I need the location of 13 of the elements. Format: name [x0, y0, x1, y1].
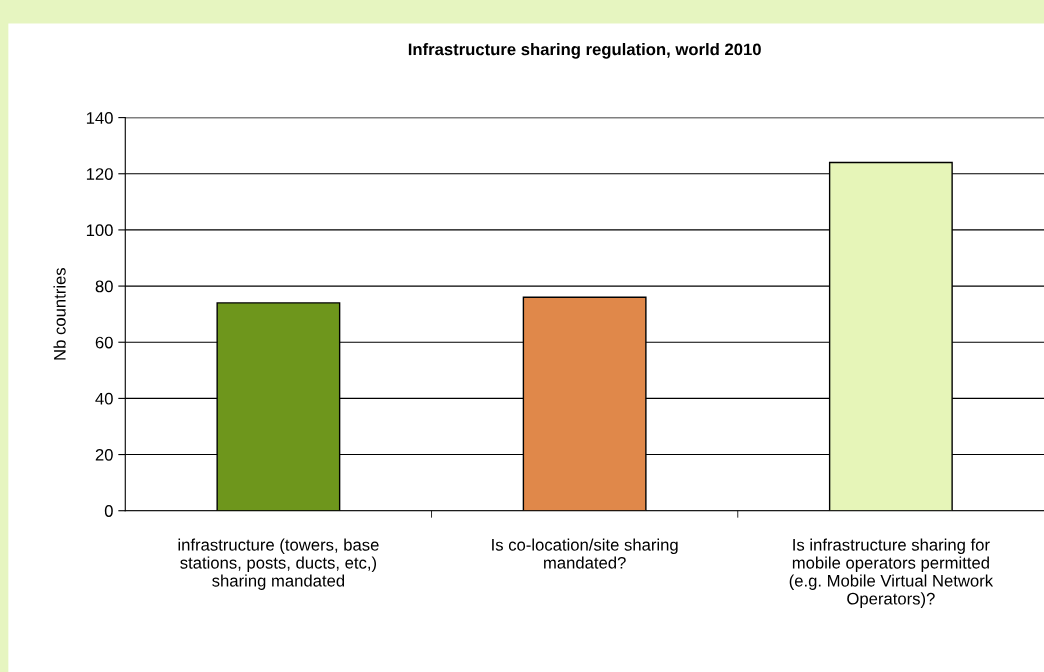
- y-tick-label: 120: [86, 168, 113, 180]
- y-axis-title: Nb countries: [53, 267, 66, 360]
- chart-title: Infrastructure sharing regulation, world 2010: [408, 43, 761, 59]
- y-tick-label: 80: [95, 280, 113, 293]
- x-tick-label: Is infrastructure sharing for mobile operators permitted (e.g. Mobile Virtual Network Operators)?: [789, 538, 994, 608]
- y-tick-label: 20: [95, 448, 113, 461]
- x-tick-label: infrastructure (towers, base stations, posts, ducts, etc,) sharing mandated: [178, 538, 379, 590]
- y-tick-label: 100: [86, 224, 113, 237]
- y-tick-label: 40: [95, 392, 113, 405]
- x-tick-label: Is co-location/site sharing mandated?: [492, 538, 678, 569]
- y-tick-label: 60: [95, 336, 113, 349]
- y-tick-label: 0: [104, 505, 113, 517]
- y-tick-label: 140: [86, 112, 113, 124]
